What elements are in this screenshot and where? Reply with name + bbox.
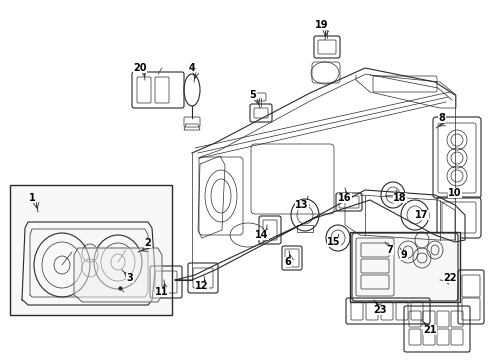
Text: 7: 7 <box>386 245 392 255</box>
Bar <box>349 232 459 302</box>
Text: 10: 10 <box>447 188 461 198</box>
Text: 17: 17 <box>414 210 428 220</box>
Text: 1: 1 <box>29 193 35 203</box>
Text: 14: 14 <box>255 230 268 240</box>
Text: 5: 5 <box>249 90 256 100</box>
Text: 18: 18 <box>392 193 406 203</box>
Text: 4: 4 <box>188 63 195 73</box>
Text: 9: 9 <box>400 250 407 260</box>
Text: 8: 8 <box>438 113 445 123</box>
Text: 15: 15 <box>326 237 340 247</box>
Text: 20: 20 <box>133 63 146 73</box>
Text: 11: 11 <box>155 287 168 297</box>
Text: 3: 3 <box>126 273 133 283</box>
Text: 13: 13 <box>295 200 308 210</box>
Text: 23: 23 <box>372 305 386 315</box>
Bar <box>10 185 172 315</box>
Text: 6: 6 <box>284 257 291 267</box>
Polygon shape <box>74 248 162 302</box>
Text: 22: 22 <box>442 273 456 283</box>
Text: 12: 12 <box>195 281 208 291</box>
Text: 16: 16 <box>338 193 351 203</box>
Text: 2: 2 <box>144 238 151 248</box>
Text: 19: 19 <box>315 20 328 30</box>
Text: 21: 21 <box>423 325 436 335</box>
